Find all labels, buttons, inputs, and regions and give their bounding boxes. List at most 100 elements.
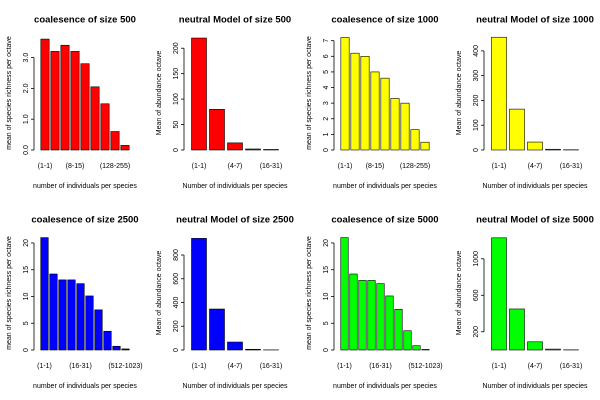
y-tick-label: 3	[323, 101, 330, 105]
bar	[76, 283, 85, 351]
y-tick-label: 600	[473, 289, 480, 301]
panel: coalesence of size 500 number of individu…	[6, 15, 138, 190]
bar	[50, 51, 60, 151]
y-tick-label: 5	[23, 321, 30, 325]
x-tick-label: (1-1)	[192, 363, 207, 370]
x-axis-label: number of individuals per species	[333, 383, 437, 390]
y-tick-label: 10	[323, 292, 330, 300]
chart-title: coalesence of size 5000	[331, 215, 438, 226]
x-axis-label: number of individuals per species	[333, 183, 437, 190]
x-axis-label: Number of individuals per species	[182, 383, 288, 390]
bar	[120, 145, 130, 151]
bar	[227, 142, 243, 151]
y-tick-label: 600	[173, 273, 180, 285]
y-axis-label: mean of species richness per octave	[306, 36, 313, 150]
panel: neutral Model of size 500 Number of indiv…	[156, 15, 291, 190]
bar	[49, 273, 58, 351]
y-tick-label: 5	[323, 70, 330, 74]
bar	[410, 129, 420, 151]
x-tick-label: (4-7)	[228, 363, 243, 370]
x-tick-label: (4-7)	[528, 363, 543, 370]
x-tick-label: (1-1)	[492, 363, 507, 370]
y-tick-label: 7	[323, 39, 330, 43]
y-tick-label: 800	[173, 249, 180, 261]
y-tick-label: 1000	[473, 251, 480, 267]
bar	[340, 237, 349, 351]
bar	[245, 148, 261, 151]
panel: neutral Model of size 1000 Number of indi…	[456, 15, 594, 190]
x-tick-label: (8-15)	[366, 163, 385, 170]
bar	[70, 51, 80, 151]
y-tick-label: 200	[173, 320, 180, 332]
bar	[209, 108, 225, 151]
chart-title: coalesence of size 2500	[31, 215, 138, 226]
bar	[121, 348, 130, 351]
y-axis-label: Mean of abundance octave	[156, 51, 163, 136]
chart-title: neutral Model of size 1000	[476, 15, 594, 26]
y-tick-label: 2	[323, 117, 330, 121]
y-tick-label: 5	[323, 321, 330, 325]
x-tick-label: (16-31)	[260, 363, 283, 370]
y-tick-label: 15	[23, 266, 30, 274]
bar	[340, 37, 350, 151]
bar	[85, 295, 94, 351]
y-tick-label: 200	[473, 326, 480, 338]
y-tick-label: 100	[473, 119, 480, 131]
bar	[191, 238, 207, 351]
bar	[403, 330, 412, 351]
bar	[527, 341, 543, 351]
bar	[390, 98, 400, 151]
x-tick-label: (1-1)	[37, 363, 52, 370]
x-axis-label: number of individuals per species	[33, 183, 137, 190]
bar	[67, 279, 76, 351]
panel: coalesence of size 2500 number of individ…	[6, 215, 143, 390]
bar	[360, 56, 370, 151]
bar	[380, 77, 390, 151]
bar	[412, 345, 421, 351]
bar	[394, 309, 403, 351]
bar	[509, 308, 525, 351]
y-tick-label: 0.0	[23, 145, 30, 155]
x-axis-label: number of individuals per species	[33, 383, 137, 390]
y-tick-label: 10	[23, 292, 30, 300]
y-tick-label: 0	[173, 148, 180, 152]
y-axis-label: Mean of abundance octave	[156, 251, 163, 336]
panel: coalesence of size 1000 number of individ…	[306, 15, 439, 190]
panel: coalesence of size 5000 number of individ…	[306, 215, 443, 390]
chart-title: coalesence of size 1000	[331, 15, 438, 26]
bar	[358, 280, 367, 351]
bar	[103, 330, 112, 351]
bar	[491, 36, 507, 151]
y-tick-label: 3.0	[23, 53, 30, 63]
chart-title: neutral Model of size 500	[179, 15, 291, 26]
bar	[100, 103, 110, 151]
bar	[420, 141, 430, 151]
panel: neutral Model of size 5000 Number of indi…	[456, 215, 594, 390]
x-tick-label: (4-7)	[528, 163, 543, 170]
bar	[367, 280, 376, 351]
bar	[385, 295, 394, 351]
y-axis-label: mean of species richness per octave	[6, 236, 13, 350]
bar	[227, 341, 243, 351]
bar	[545, 148, 561, 151]
y-tick-label: 4	[323, 85, 330, 89]
chart-title: coalesence of size 500	[34, 15, 136, 26]
y-tick-label: 0	[173, 348, 180, 352]
panel: neutral Model of size 2500 Number of indi…	[156, 215, 294, 390]
x-tick-label: (16-31)	[260, 163, 283, 170]
y-tick-label: 100	[173, 93, 180, 105]
y-tick-label: 150	[173, 68, 180, 80]
y-tick-label: 20	[323, 239, 330, 247]
x-tick-label: (1-1)	[337, 363, 352, 370]
x-tick-label: (16-31)	[369, 363, 392, 370]
chart-title: neutral Model of size 5000	[476, 215, 594, 226]
bar	[527, 141, 543, 151]
y-tick-label: 6	[323, 54, 330, 58]
bar	[209, 308, 225, 351]
bar	[110, 131, 120, 151]
bar	[376, 283, 385, 351]
bar	[58, 279, 67, 351]
y-tick-label: 1	[323, 132, 330, 136]
y-axis-label: Mean of abundance octave	[456, 51, 463, 136]
y-tick-label: 1.0	[23, 114, 30, 124]
